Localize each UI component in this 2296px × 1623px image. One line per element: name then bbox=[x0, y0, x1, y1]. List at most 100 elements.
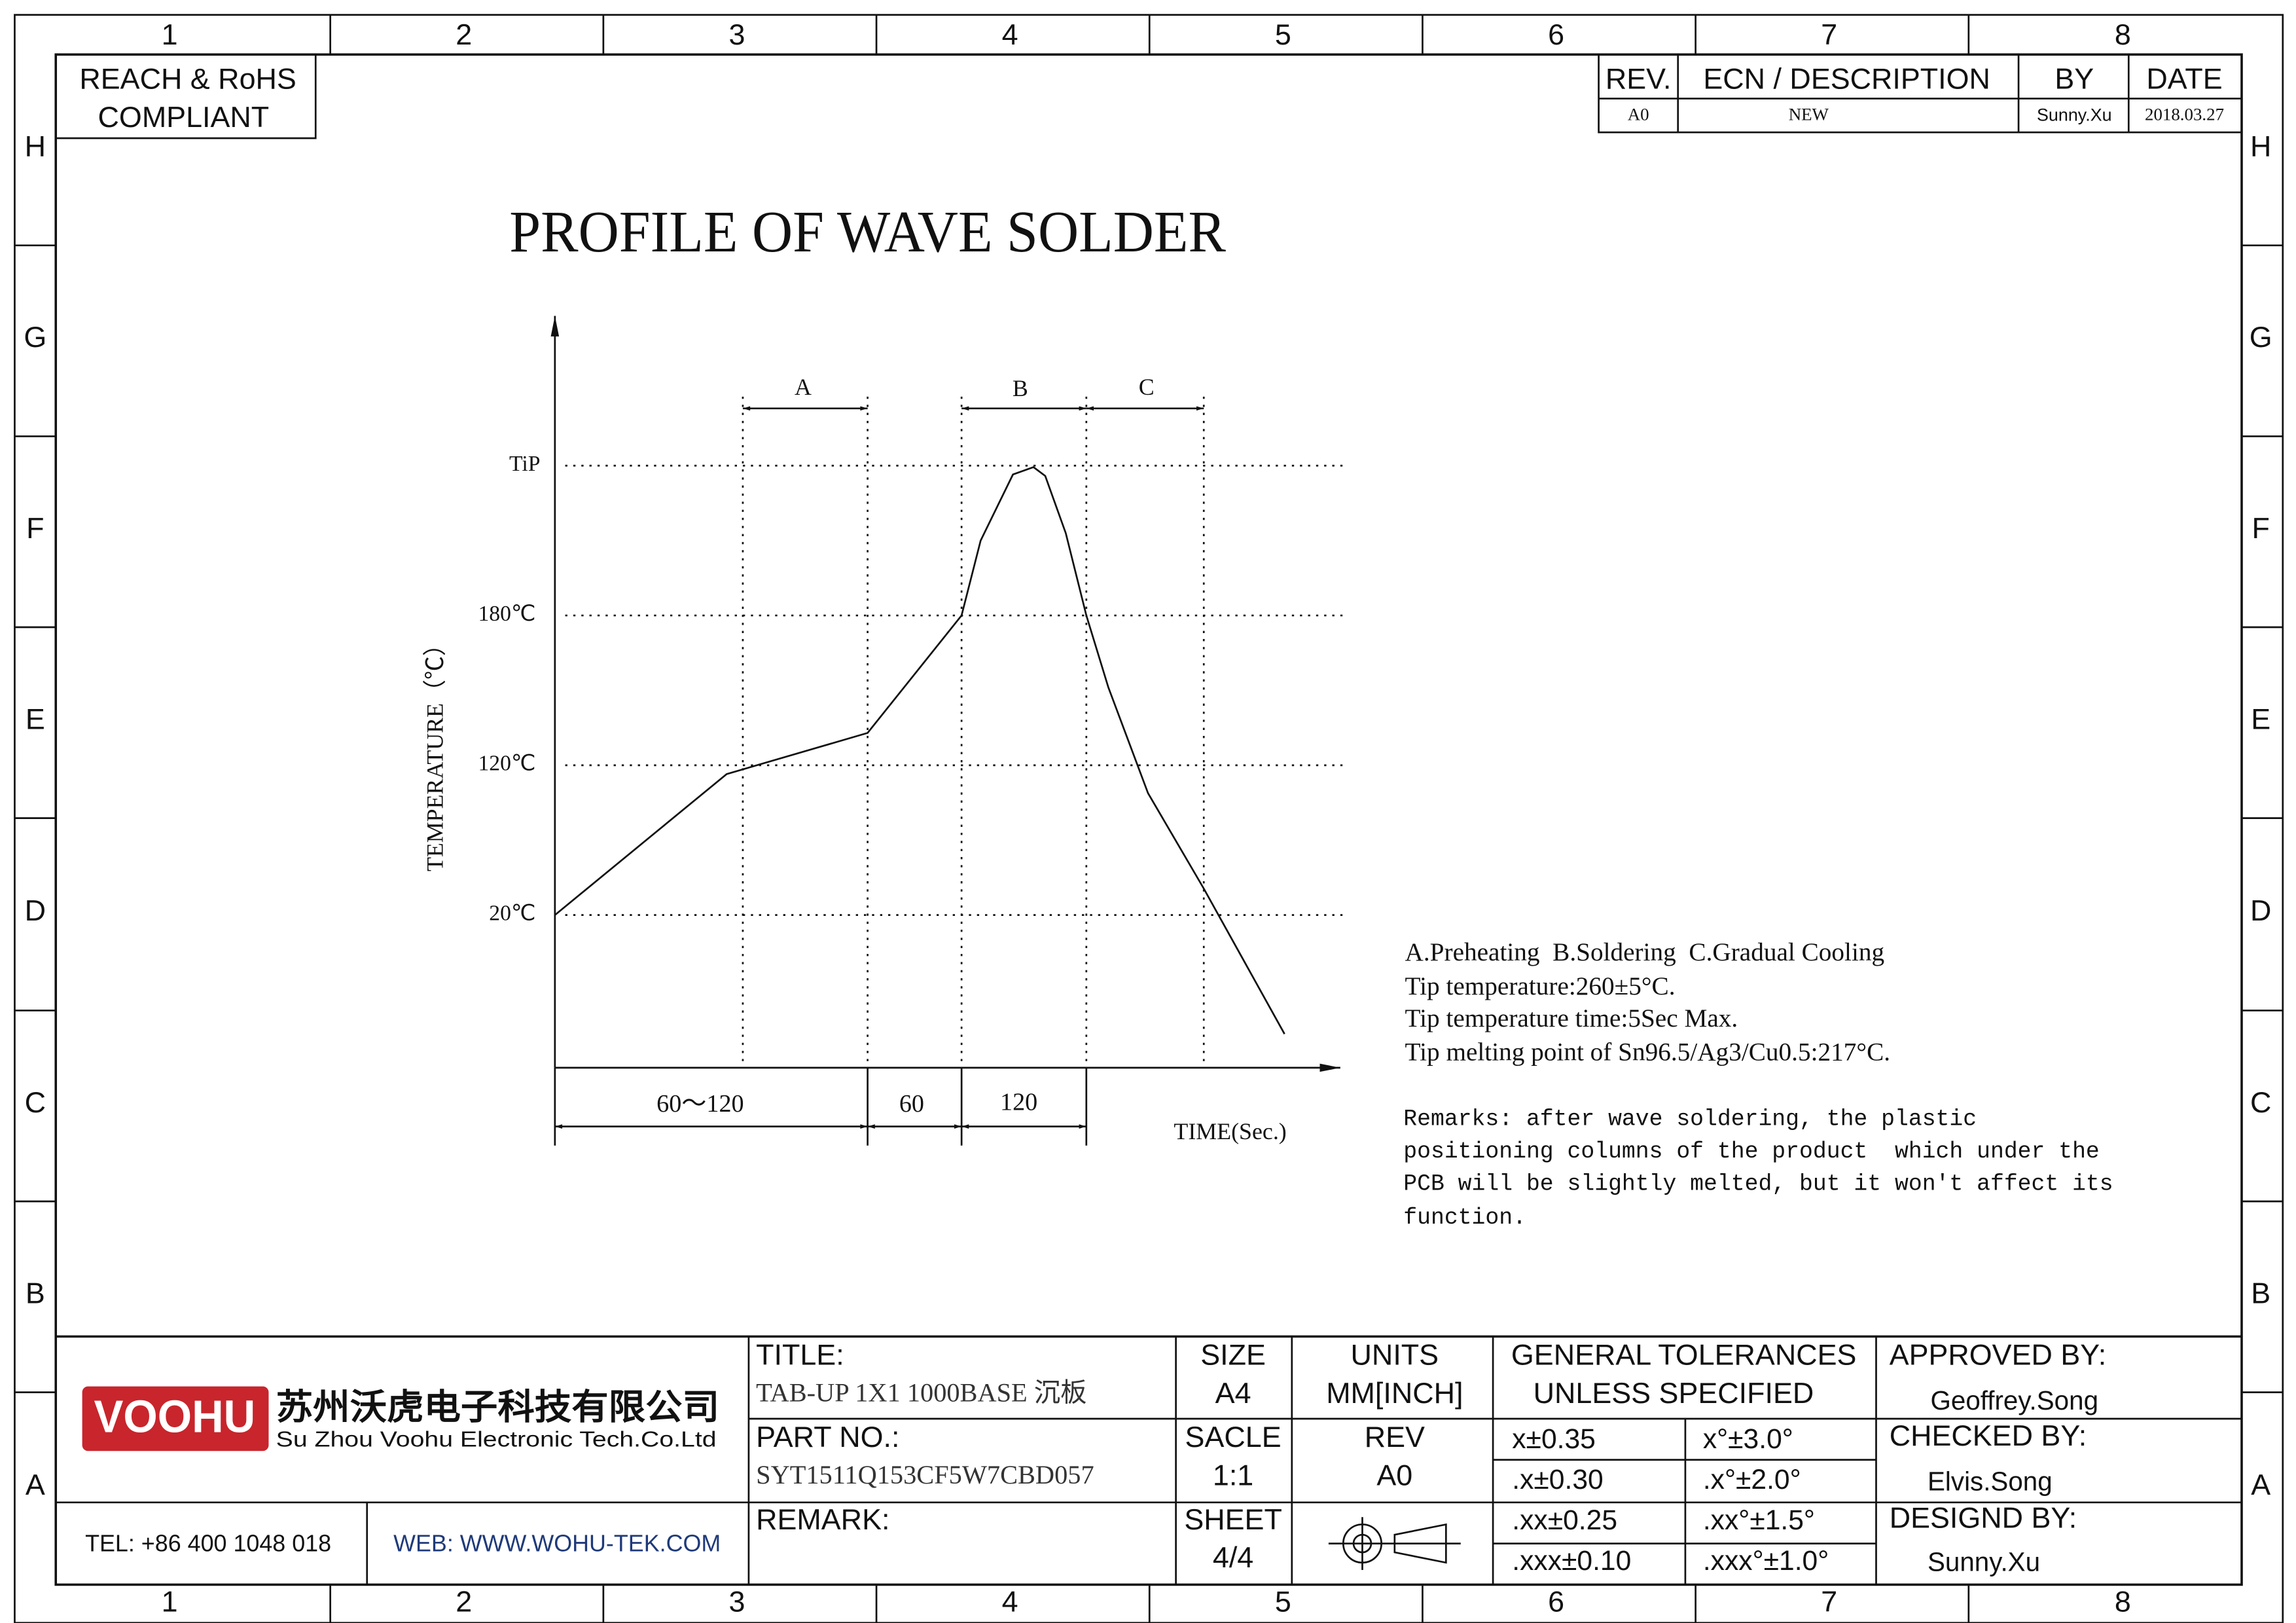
web: WEB: WWW.WOHU-TEK.COM bbox=[393, 1530, 721, 1556]
row-label: D bbox=[2250, 894, 2271, 927]
remark-line: Remarks: after wave soldering, the plast… bbox=[1403, 1107, 1977, 1133]
field-value: MM[INCH] bbox=[1326, 1376, 1463, 1410]
column-label: 8 bbox=[2115, 1584, 2131, 1618]
level-label: TiP bbox=[509, 452, 540, 476]
row-label: H bbox=[2250, 130, 2271, 163]
zone-label: A bbox=[795, 374, 812, 400]
field-label: UNITS bbox=[1351, 1338, 1439, 1372]
field-label: DESIGND BY: bbox=[1890, 1501, 2077, 1535]
field-value: A4 bbox=[1215, 1376, 1251, 1410]
column-label: 8 bbox=[2115, 18, 2131, 51]
duration-label: 60～120 bbox=[656, 1090, 744, 1118]
column-label: 5 bbox=[1275, 1584, 1291, 1618]
field-value: TAB-UP 1X1 1000BASE 沉板 bbox=[756, 1377, 1086, 1407]
logo-text: VOOHU bbox=[94, 1391, 256, 1442]
field-label: SIZE bbox=[1200, 1338, 1266, 1372]
field-label: APPROVED BY: bbox=[1890, 1338, 2106, 1372]
zone-label: C bbox=[1139, 374, 1155, 400]
tolerance-grid: x±0.35 x°±3.0° .x±0.30 .x°±2.0° .xx±0.25 .xx°… bbox=[1512, 1423, 1829, 1577]
note-line: Tip temperature time:5Sec Max. bbox=[1405, 1004, 1738, 1032]
rev-cell: NEW bbox=[1789, 105, 1829, 124]
tolerance-cell: x°±3.0° bbox=[1703, 1423, 1793, 1455]
column-label: 7 bbox=[1821, 1584, 1837, 1618]
row-label: E bbox=[26, 702, 45, 735]
note-line: Tip melting point of Sn96.5/Ag3/Cu0.5:21… bbox=[1405, 1038, 1891, 1067]
remark-line: PCB will be slightly melted, but it won'… bbox=[1403, 1171, 2113, 1197]
shape bbox=[1598, 53, 2243, 134]
field-label: SACLE bbox=[1185, 1420, 1282, 1453]
company-cn: 苏州沃虎电子科技有限公司 bbox=[276, 1388, 719, 1427]
rev-cell: 2018.03.27 bbox=[2145, 105, 2224, 124]
field-label: TITLE: bbox=[756, 1338, 844, 1372]
title-block: VOOHU 苏州沃虎电子科技有限公司 Su Zhou Voohu Electro… bbox=[56, 1335, 2242, 1585]
field-label: REV bbox=[1365, 1420, 1425, 1453]
duration-label: 60 bbox=[899, 1090, 924, 1118]
column-label: 1 bbox=[162, 18, 178, 51]
profile-curve bbox=[554, 466, 1285, 1034]
tolerance-cell: .xxx±0.10 bbox=[1512, 1545, 1631, 1577]
remark-line: function. bbox=[1403, 1205, 1526, 1231]
row-label: F bbox=[26, 511, 44, 545]
tel: TEL: +86 400 1048 018 bbox=[85, 1530, 331, 1556]
row-label: G bbox=[2250, 320, 2272, 354]
x-axis-label: TIME(Sec.) bbox=[1174, 1118, 1286, 1144]
compliance-text: REACH & RoHS bbox=[79, 62, 296, 95]
remark-line: positioning columns of the product which… bbox=[1403, 1139, 2100, 1165]
duration-label: 120 bbox=[1000, 1089, 1037, 1116]
level-label: 20℃ bbox=[489, 901, 535, 925]
column-label: 6 bbox=[1548, 18, 1564, 51]
tolerance-title: GENERAL TOLERANCES bbox=[1511, 1338, 1857, 1372]
field-label: SHEET bbox=[1184, 1503, 1282, 1536]
row-label: D bbox=[25, 894, 46, 927]
row-label: A bbox=[2251, 1468, 2270, 1501]
rev-header: REV. bbox=[1605, 62, 1672, 95]
tolerance-cell: .x±0.30 bbox=[1512, 1464, 1603, 1495]
projection-symbol bbox=[1328, 1517, 1461, 1570]
column-label: 3 bbox=[728, 18, 745, 51]
row-label: C bbox=[2250, 1085, 2271, 1119]
zone-grid: 1 1 2 2 3 3 4 4 5 5 6 6 7 7 8 8 H H G G F F E E D D C C B B A A bbox=[14, 14, 2283, 1623]
field-value: 4/4 bbox=[1213, 1541, 1253, 1574]
field-value: SYT1511Q153CF5W7CBD057 bbox=[756, 1460, 1094, 1489]
level-label: 120℃ bbox=[478, 752, 535, 776]
note-line: A.Preheating B.Soldering C.Gradual Cooli… bbox=[1405, 938, 1885, 966]
field-value: A0 bbox=[1376, 1459, 1412, 1492]
company-en: Su Zhou Voohu Electronic Tech.Co.Ltd bbox=[276, 1428, 717, 1452]
column-label: 2 bbox=[456, 18, 472, 51]
shape bbox=[54, 53, 317, 139]
column-label: 6 bbox=[1548, 1584, 1564, 1618]
tolerance-cell: .x°±2.0° bbox=[1703, 1464, 1801, 1495]
column-label: 7 bbox=[1821, 18, 1837, 51]
compliance-text: COMPLIANT bbox=[98, 100, 270, 134]
compliance-box: REACH & RoHS COMPLIANT bbox=[54, 53, 317, 139]
row-label: A bbox=[26, 1468, 45, 1501]
row-label: B bbox=[26, 1276, 45, 1309]
row-label: C bbox=[25, 1085, 46, 1119]
zone-label: B bbox=[1013, 375, 1028, 401]
column-label: 1 bbox=[162, 1584, 178, 1618]
field-label: REMARK: bbox=[756, 1503, 889, 1536]
rev-header: ECN / DESCRIPTION bbox=[1703, 62, 1990, 95]
row-label: G bbox=[24, 320, 46, 354]
column-label: 5 bbox=[1275, 18, 1291, 51]
tolerance-title: UNLESS SPECIFIED bbox=[1534, 1376, 1814, 1410]
notes: A.Preheating B.Soldering C.Gradual Cooli… bbox=[1403, 938, 2113, 1231]
column-label: 4 bbox=[1002, 1584, 1018, 1618]
tolerance-cell: x±0.35 bbox=[1512, 1423, 1596, 1455]
revision-table: REV. ECN / DESCRIPTION BY DATE A0 NEW Su… bbox=[1598, 53, 2243, 134]
tolerance-cell: .xx±0.25 bbox=[1512, 1504, 1617, 1536]
field-label: PART NO.: bbox=[756, 1420, 899, 1453]
field-label: CHECKED BY: bbox=[1890, 1419, 2087, 1452]
level-label: 180℃ bbox=[478, 602, 535, 626]
profile-diagram: TiP 180℃ 120℃ 20℃ TEMPERATURE（℃） TIME(Se… bbox=[422, 316, 1344, 1146]
field-value: Elvis.Song bbox=[1928, 1466, 2053, 1496]
rev-header: DATE bbox=[2146, 62, 2222, 95]
rev-cell: A0 bbox=[1628, 105, 1649, 124]
row-label: E bbox=[2251, 702, 2270, 735]
row-label: B bbox=[2251, 1276, 2270, 1309]
tolerance-cell: .xxx°±1.0° bbox=[1703, 1545, 1829, 1577]
shape bbox=[1393, 1523, 1447, 1564]
field-value: Sunny.Xu bbox=[1928, 1547, 2040, 1577]
field-value: Geoffrey.Song bbox=[1931, 1385, 2099, 1415]
